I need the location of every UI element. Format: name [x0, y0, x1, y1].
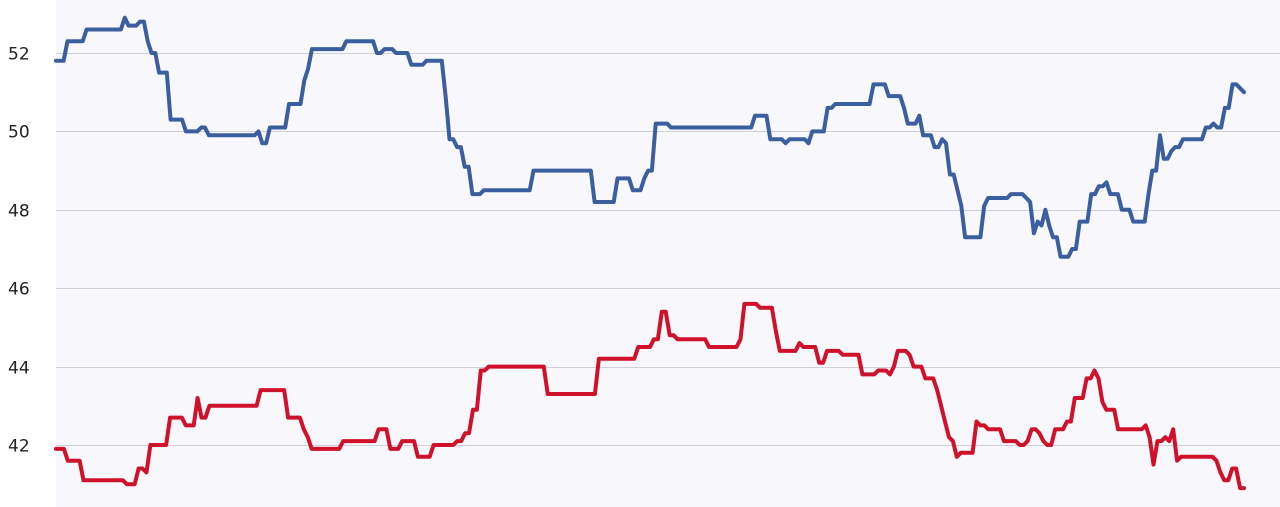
y-tick-label: 48: [8, 202, 30, 222]
series-lines: [54, 15, 1246, 491]
y-tick-label: 50: [8, 123, 30, 143]
plot-area: [56, 0, 1280, 507]
series-line-blue: [54, 15, 1246, 259]
series-line-red: [54, 301, 1246, 491]
y-tick-label: 42: [8, 437, 30, 457]
y-tick-label: 44: [8, 359, 30, 379]
y-tick-label: 46: [8, 280, 30, 300]
y-axis-tick-labels: 42 44 46 48 50 52: [8, 45, 30, 457]
y-tick-label: 52: [8, 45, 30, 65]
